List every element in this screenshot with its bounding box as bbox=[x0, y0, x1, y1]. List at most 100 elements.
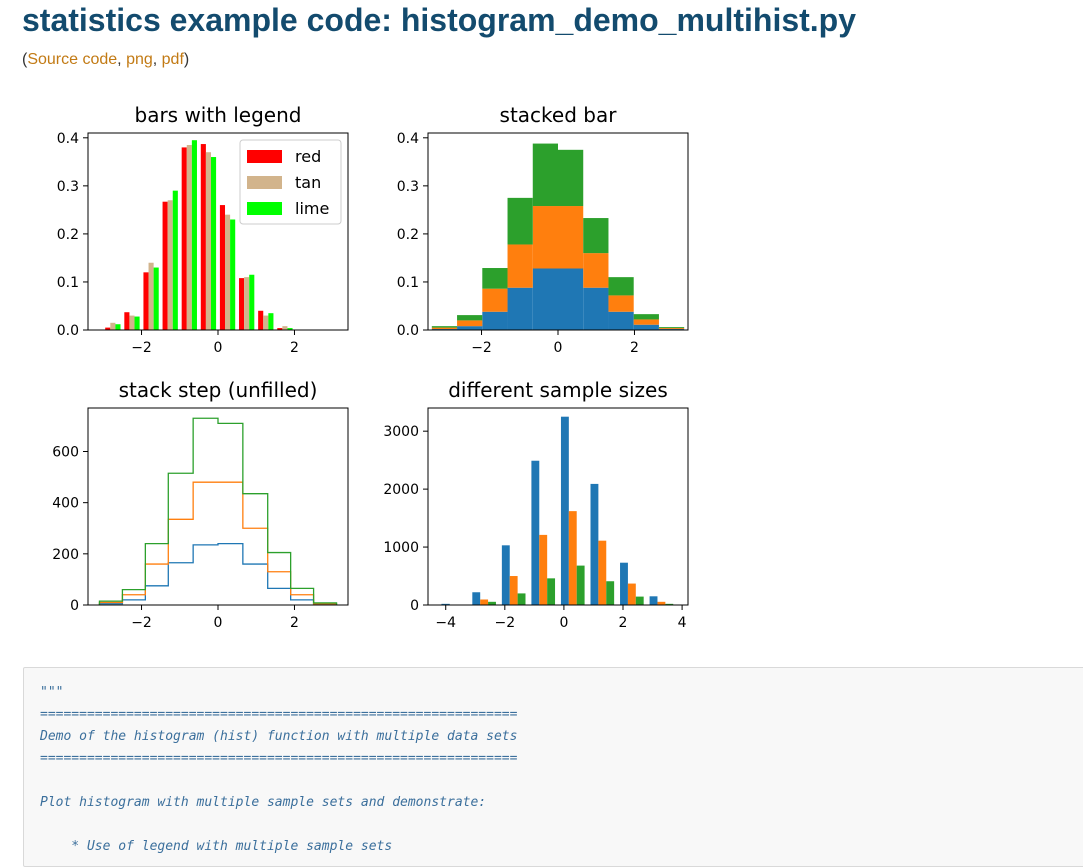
step-line-series-0 bbox=[98, 542, 338, 606]
code-line: Plot histogram with multiple sample sets… bbox=[40, 795, 487, 810]
bar-lime bbox=[230, 219, 236, 330]
x-tick-label: 0 bbox=[559, 615, 568, 631]
code-line: ========================================… bbox=[40, 707, 518, 722]
source-code-link[interactable]: Source code bbox=[27, 51, 118, 68]
bar-red bbox=[181, 147, 187, 330]
link-separator: , bbox=[117, 51, 127, 68]
stacked-bar-segment bbox=[633, 314, 659, 320]
stacked-bar-segment bbox=[532, 206, 558, 269]
code-line: """ bbox=[40, 685, 64, 700]
legend-label-red: red bbox=[295, 147, 321, 166]
x-tick-label: 2 bbox=[630, 340, 639, 356]
step-line-series-2 bbox=[98, 417, 338, 605]
bar-series-1 bbox=[480, 599, 489, 605]
code-line: Demo of the histogram (hist) function wi… bbox=[40, 729, 518, 744]
bar-tan bbox=[129, 315, 135, 330]
bar-red bbox=[105, 327, 111, 330]
stacked-bar-segment bbox=[457, 326, 483, 330]
stacked-bar-segment bbox=[431, 327, 458, 330]
bar-lime bbox=[249, 274, 255, 330]
stacked-bar-segment bbox=[558, 206, 584, 269]
bar-lime bbox=[153, 267, 159, 330]
y-tick-label: 0.1 bbox=[57, 275, 79, 291]
stacked-bar-segment bbox=[633, 324, 659, 330]
stacked-bar-segment bbox=[658, 328, 685, 330]
bar-series-0 bbox=[590, 483, 599, 605]
stacked-bar-segment bbox=[633, 319, 659, 325]
stacked-bar-segment bbox=[608, 277, 634, 296]
x-tick-label: −4 bbox=[435, 615, 456, 631]
bar-tan bbox=[167, 200, 173, 330]
x-tick-label: 0 bbox=[214, 615, 223, 631]
code-line: * Use of legend with multiple sample set… bbox=[40, 839, 393, 854]
stacked-bar-segment bbox=[507, 197, 533, 245]
x-tick-label: 4 bbox=[678, 615, 687, 631]
y-tick-label: 0.4 bbox=[397, 131, 419, 147]
code-line: ========================================… bbox=[40, 751, 518, 766]
bar-red bbox=[258, 310, 264, 330]
stacked-bar-segment bbox=[431, 326, 458, 328]
stacked-bar-segment bbox=[583, 287, 609, 330]
y-tick-label: 0.3 bbox=[397, 179, 419, 195]
legend-swatch-lime bbox=[247, 202, 282, 215]
stacked-bar-segment bbox=[558, 149, 584, 207]
axes-frame bbox=[87, 407, 349, 606]
legend-label-tan: tan bbox=[295, 173, 321, 192]
chart-title: stack step (unfilled) bbox=[119, 378, 318, 402]
bar-red bbox=[143, 272, 149, 330]
x-tick-label: 2 bbox=[290, 340, 299, 356]
bar-series-2 bbox=[576, 565, 585, 605]
paren-close: ) bbox=[183, 51, 190, 68]
chart-title: stacked bar bbox=[500, 103, 618, 127]
y-tick-label: 1000 bbox=[383, 540, 419, 556]
bar-red bbox=[219, 205, 226, 330]
bar-series-0 bbox=[560, 416, 569, 605]
bar-series-2 bbox=[665, 603, 674, 605]
chart-title: different sample sizes bbox=[448, 378, 668, 402]
y-tick-label: 0 bbox=[70, 598, 79, 614]
x-tick-label: 2 bbox=[619, 615, 628, 631]
bar-series-2 bbox=[635, 596, 644, 605]
bar-lime bbox=[210, 157, 217, 330]
pdf-link[interactable]: pdf bbox=[161, 51, 184, 68]
paren-open: ( bbox=[22, 51, 28, 68]
bar-series-0 bbox=[531, 460, 540, 605]
bar-tan bbox=[282, 326, 288, 330]
stacked-bar-segment bbox=[583, 253, 609, 288]
legend-swatch-red bbox=[247, 150, 282, 163]
bar-series-1 bbox=[539, 534, 548, 605]
bar-series-0 bbox=[501, 545, 510, 605]
bar-tan bbox=[148, 262, 154, 330]
bar-lime bbox=[287, 328, 293, 330]
y-tick-label: 0.3 bbox=[57, 179, 79, 195]
y-tick-label: 400 bbox=[52, 496, 79, 512]
y-tick-label: 2000 bbox=[383, 482, 419, 498]
bar-lime bbox=[172, 190, 178, 330]
x-tick-label: −2 bbox=[131, 615, 152, 631]
bar-tan bbox=[110, 322, 116, 330]
bar-lime bbox=[268, 313, 274, 330]
chart-panel-0: bars with legend −2 0 2 0.0 0.1 0.2 0.3 0.4 red ta… bbox=[57, 103, 349, 356]
y-tick-label: 0 bbox=[410, 598, 419, 614]
bar-series-2 bbox=[606, 581, 615, 605]
stacked-bar-segment bbox=[583, 218, 609, 254]
x-tick-label: 2 bbox=[290, 615, 299, 631]
x-tick-label: 0 bbox=[214, 340, 223, 356]
stacked-bar-segment bbox=[457, 320, 483, 327]
bar-tan bbox=[244, 277, 250, 330]
bar-lime bbox=[115, 324, 121, 330]
stacked-bar-segment bbox=[482, 311, 508, 330]
bar-series-2 bbox=[517, 593, 526, 605]
bar-red bbox=[162, 201, 168, 330]
y-tick-label: 0.2 bbox=[397, 227, 419, 243]
stacked-bar-segment bbox=[507, 287, 533, 330]
bar-red bbox=[277, 328, 283, 330]
stacked-bar-segment bbox=[482, 288, 508, 312]
y-tick-label: 0.0 bbox=[57, 323, 79, 339]
bar-series-0 bbox=[620, 562, 628, 605]
bar-series-2 bbox=[547, 578, 556, 605]
bar-series-1 bbox=[627, 583, 636, 605]
png-link[interactable]: png bbox=[126, 51, 153, 68]
source-links: (Source code, png, pdf) bbox=[22, 51, 189, 69]
stacked-bar-segment bbox=[532, 143, 558, 207]
